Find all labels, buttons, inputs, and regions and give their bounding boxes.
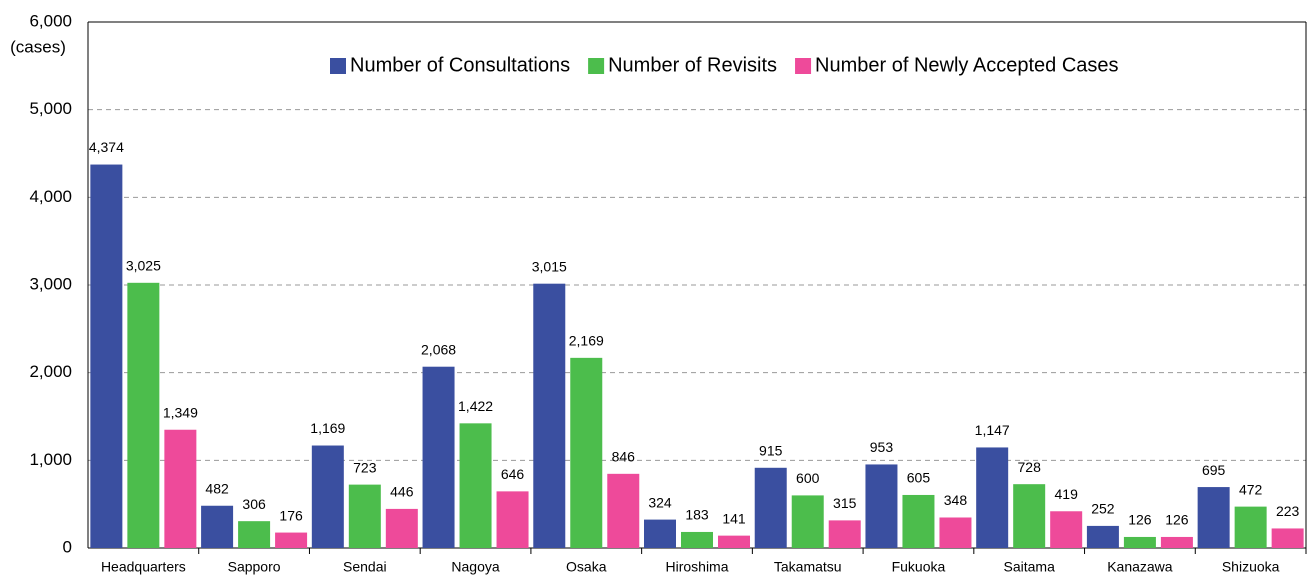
- bar: [1123, 536, 1156, 548]
- value-label: 846: [612, 449, 636, 465]
- bar: [533, 283, 566, 548]
- bar: [570, 357, 603, 548]
- bar: [164, 429, 197, 548]
- bar: [1271, 528, 1304, 548]
- x-tick-label: Shizuoka: [1222, 559, 1280, 575]
- value-label: 446: [390, 484, 414, 500]
- y-tick-label: 6,000: [29, 11, 72, 30]
- value-label: 324: [648, 494, 672, 510]
- value-label: 315: [833, 495, 857, 511]
- value-label: 306: [242, 496, 266, 512]
- bar: [238, 521, 271, 548]
- y-tick-label: 1,000: [29, 450, 72, 469]
- bar: [275, 532, 308, 548]
- bar: [422, 366, 455, 548]
- x-tick-label: Hiroshima: [665, 559, 728, 575]
- bar: [311, 445, 344, 548]
- value-label: 953: [870, 439, 894, 455]
- value-label: 126: [1128, 512, 1152, 528]
- bar: [681, 531, 713, 548]
- x-tick-label: Fukuoka: [892, 559, 946, 575]
- legend-swatch: [330, 58, 346, 74]
- value-label: 126: [1165, 512, 1189, 528]
- x-tick-label: Sendai: [343, 559, 387, 575]
- value-label: 252: [1091, 501, 1115, 517]
- bar: [865, 464, 898, 548]
- value-label: 605: [907, 470, 931, 486]
- value-label: 482: [205, 480, 229, 496]
- bar: [348, 484, 381, 548]
- bar: [201, 505, 234, 548]
- value-label: 1,147: [975, 422, 1010, 438]
- bar: [127, 282, 160, 548]
- value-label: 419: [1055, 486, 1079, 502]
- x-tick-label: Nagoya: [451, 559, 499, 575]
- bar: [1086, 525, 1119, 548]
- x-tick-label: Takamatsu: [774, 559, 842, 575]
- bar: [1050, 511, 1083, 548]
- value-label: 915: [759, 442, 783, 458]
- x-tick-label: Saitama: [1004, 559, 1056, 575]
- value-label: 723: [353, 459, 377, 475]
- value-label: 4,374: [89, 139, 124, 155]
- bar: [939, 517, 972, 548]
- value-label: 3,015: [532, 258, 567, 274]
- bar: [90, 164, 123, 548]
- value-label: 348: [944, 492, 968, 508]
- bar: [754, 467, 787, 548]
- bar: [1013, 484, 1046, 548]
- x-tick-label: Osaka: [566, 559, 607, 575]
- value-label: 695: [1202, 462, 1226, 478]
- bar: [718, 535, 750, 548]
- legend-label: Number of Newly Accepted Cases: [815, 54, 1118, 76]
- x-tick-label: Kanazawa: [1107, 559, 1173, 575]
- legend-label: Number of Consultations: [350, 54, 570, 76]
- bar: [385, 508, 418, 548]
- legend-swatch: [795, 58, 812, 74]
- value-label: 223: [1276, 503, 1300, 519]
- value-label: 183: [685, 507, 709, 523]
- y-tick-label: 4,000: [29, 187, 72, 206]
- y-tick-label: 2,000: [29, 362, 72, 381]
- y-axis-label: (cases): [10, 37, 66, 56]
- value-label: 646: [501, 466, 525, 482]
- value-label: 1,349: [163, 404, 198, 420]
- legend-label: Number of Revisits: [608, 54, 777, 76]
- bar: [791, 495, 824, 548]
- bar: [902, 494, 935, 548]
- value-label: 472: [1239, 481, 1263, 497]
- bar: [976, 447, 1009, 548]
- x-tick-label: Sapporo: [228, 559, 281, 575]
- legend-swatch: [588, 58, 605, 74]
- value-label: 3,025: [126, 258, 161, 274]
- y-tick-label: 5,000: [29, 99, 72, 118]
- bar: [1234, 506, 1267, 548]
- bar: [828, 520, 861, 548]
- value-label: 141: [722, 510, 746, 526]
- y-tick-label: 0: [63, 537, 72, 556]
- bar: [607, 473, 640, 548]
- bar: [1160, 536, 1193, 548]
- y-tick-label: 3,000: [29, 274, 72, 293]
- value-label: 728: [1018, 459, 1042, 475]
- value-label: 2,169: [569, 333, 604, 349]
- bar: [496, 491, 529, 548]
- value-label: 1,422: [458, 398, 493, 414]
- value-label: 176: [279, 507, 303, 523]
- value-label: 2,068: [421, 341, 456, 357]
- value-label: 1,169: [310, 420, 345, 436]
- bar: [459, 423, 492, 548]
- value-label: 600: [796, 470, 820, 486]
- bar: [1197, 487, 1230, 548]
- bar: [644, 519, 676, 548]
- x-tick-label: Headquarters: [101, 559, 186, 575]
